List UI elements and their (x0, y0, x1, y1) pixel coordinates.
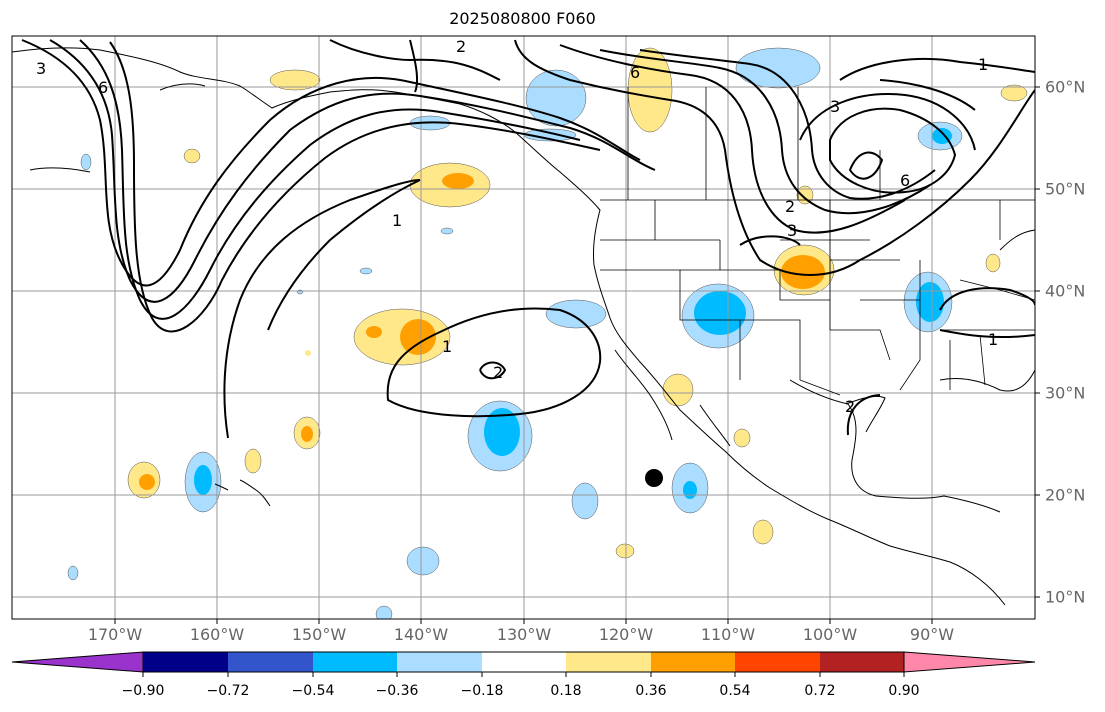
height-contours (21, 39, 1035, 439)
colorbar-bin (143, 652, 228, 672)
contour-label: 2 (845, 397, 855, 416)
colorbar (11, 651, 1036, 677)
lon-label: 140°W (393, 625, 449, 644)
colorbar-tick-label: 0.36 (635, 683, 667, 699)
contour-label: 6 (900, 171, 910, 190)
colorbar-bin (313, 652, 397, 672)
colorbar-low-extend (11, 651, 144, 673)
colorbar-tick-label: 0.54 (719, 683, 751, 699)
contour-label: 3 (787, 221, 797, 240)
axis-ticks (114, 86, 1040, 624)
contour-label: 1 (988, 330, 998, 349)
coastlines (12, 47, 1035, 606)
contour-label: 1 (978, 55, 988, 74)
positive-anomaly-shading (127, 47, 1028, 559)
colorbar-tick-label: 0.18 (550, 683, 582, 699)
colorbar-bin (735, 652, 820, 672)
lat-label: 20°N (1045, 485, 1086, 505)
colorbar-bin (482, 652, 566, 672)
contour-label: 2 (456, 37, 466, 56)
colorbar-tick-label: 0.90 (888, 683, 920, 699)
lon-label: 150°W (291, 625, 347, 644)
lon-label: 90°W (909, 625, 955, 644)
contour-label: 6 (630, 63, 640, 82)
map-title: 2025080800 F060 (449, 9, 596, 28)
colorbar-bin (820, 652, 904, 672)
contour-label: 2 (785, 197, 795, 216)
lat-label: 30°N (1045, 383, 1086, 403)
lon-label: 160°W (189, 625, 245, 644)
colorbar-high-extend (903, 651, 1036, 673)
colorbar-tick-label: −0.18 (460, 683, 504, 699)
colorbar-tick-label: −0.36 (375, 683, 419, 699)
lon-label: 170°W (87, 625, 143, 644)
colorbar-tick-label: −0.72 (206, 683, 250, 699)
lon-label: 130°W (496, 625, 552, 644)
contour-label: 1 (392, 211, 402, 230)
contour-label: 1 (442, 337, 452, 356)
contour-labels: 3 6 2 1 1 2 2 6 3 1 6 1 2 3 (36, 37, 998, 416)
lat-label: 10°N (1045, 587, 1086, 607)
colorbar-bin (228, 652, 313, 672)
storm-center-marker (645, 469, 663, 487)
colorbar-tick-label: −0.54 (291, 683, 335, 699)
colorbar-bin (651, 652, 735, 672)
contour-label: 6 (98, 78, 108, 97)
lon-label: 100°W (802, 625, 858, 644)
colorbar-tick-label: −0.90 (121, 683, 165, 699)
contour-label: 2 (493, 363, 503, 382)
lon-label: 120°W (598, 625, 654, 644)
contour-label: 3 (830, 97, 840, 116)
political-boundaries (600, 87, 1035, 396)
contour-label: 3 (36, 59, 46, 78)
lat-label: 60°N (1045, 77, 1086, 97)
colorbar-bin (397, 652, 482, 672)
lat-label: 50°N (1045, 179, 1086, 199)
colorbar-bin (566, 652, 651, 672)
lon-label: 110°W (700, 625, 756, 644)
lat-label: 40°N (1045, 281, 1086, 301)
colorbar-tick-label: 0.72 (804, 683, 836, 699)
